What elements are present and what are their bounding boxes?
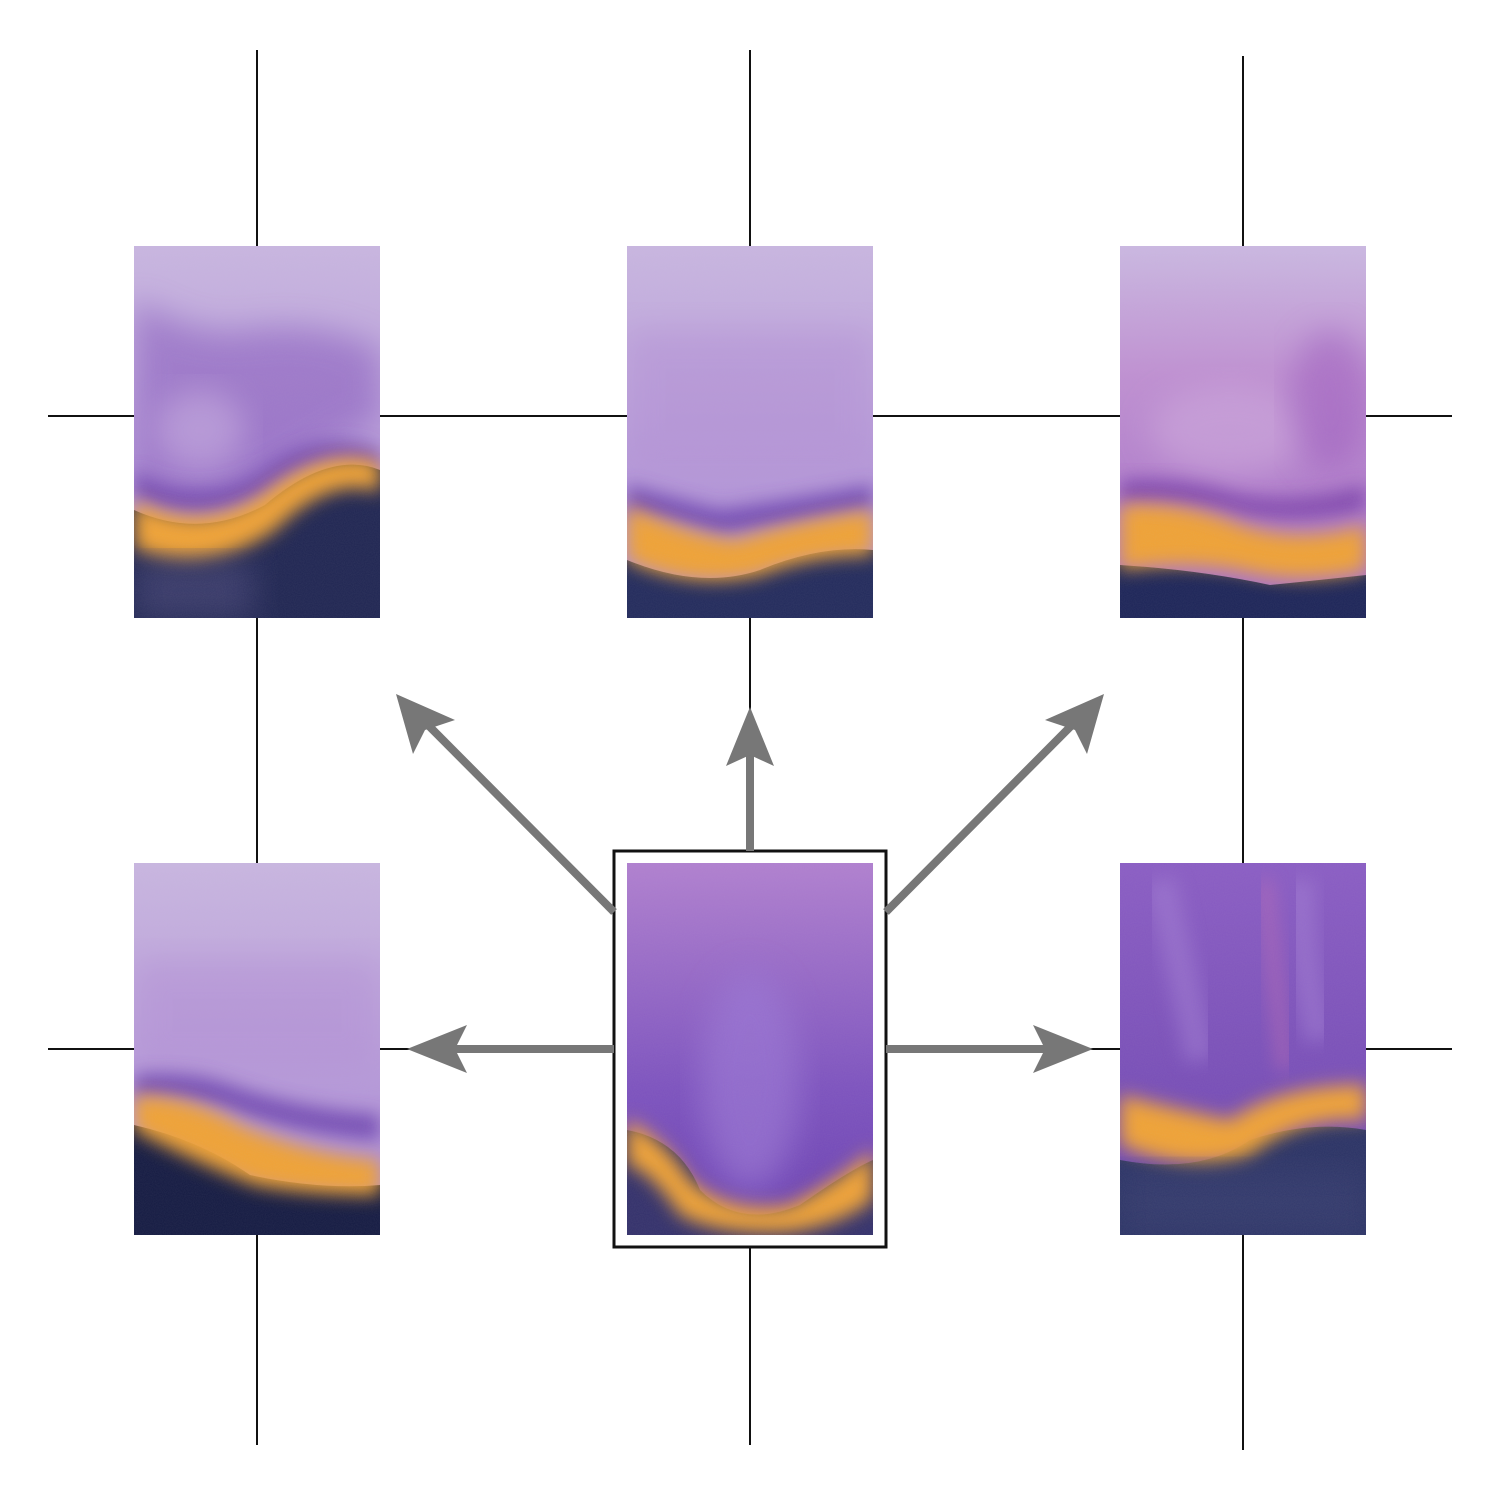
arrow-up <box>726 707 774 851</box>
tile-center-seed <box>627 863 873 1235</box>
arrow-right <box>886 1025 1093 1073</box>
tile-bottom-right <box>1120 863 1366 1235</box>
arrow-up-left <box>396 694 617 915</box>
tile-top-left <box>134 246 380 618</box>
tile-top-right <box>1120 246 1366 618</box>
tile-top-center <box>627 246 873 618</box>
tile-bottom-left <box>134 863 380 1235</box>
arrow-left <box>407 1025 614 1073</box>
arrows <box>396 694 1104 1073</box>
arrow-up-right <box>883 694 1104 915</box>
